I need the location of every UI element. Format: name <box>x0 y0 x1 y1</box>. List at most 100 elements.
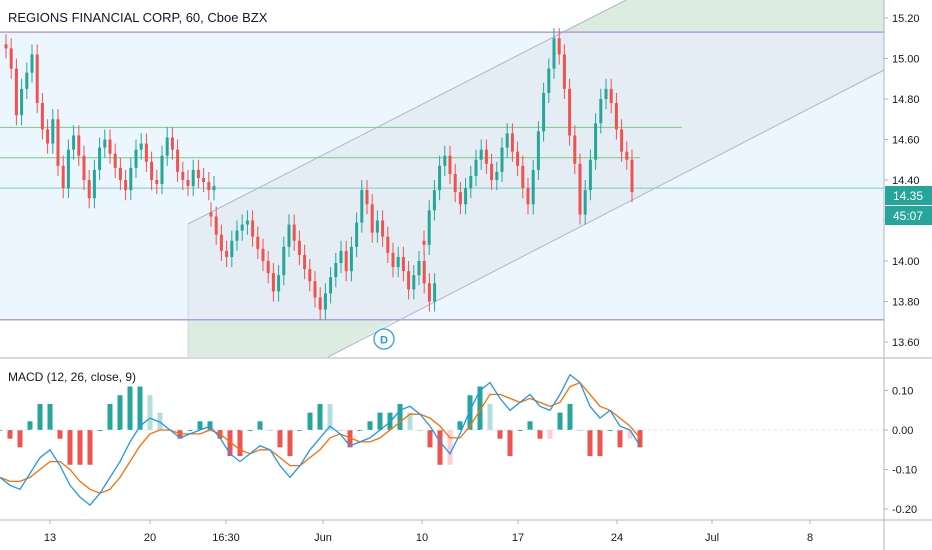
candle-body <box>212 186 216 191</box>
candle-body <box>282 246 286 276</box>
macd-histogram-bar <box>497 430 503 439</box>
price-tick-label: 14.80 <box>892 94 920 106</box>
candle-body <box>20 88 24 116</box>
candle-body <box>599 99 603 124</box>
candle-body <box>562 54 566 89</box>
macd-histogram-bar <box>67 430 73 465</box>
candle-body <box>583 190 587 215</box>
macd-line <box>0 373 641 507</box>
candle-body <box>219 234 223 251</box>
candle-body <box>56 119 60 166</box>
candle-body <box>448 155 452 174</box>
macd-histogram-bar <box>337 430 343 431</box>
candle-body <box>277 275 281 292</box>
macd-pane[interactable] <box>0 373 884 507</box>
macd-histogram-bar <box>97 430 103 431</box>
candle-body <box>4 44 8 49</box>
candle-body <box>165 137 169 156</box>
macd-histogram-bar <box>527 421 533 430</box>
macd-histogram-bar <box>247 430 253 431</box>
candle-body <box>500 147 504 172</box>
candle-body <box>230 240 234 257</box>
candle-body <box>391 252 395 268</box>
candle-body <box>72 135 76 150</box>
price-tick-label: 13.80 <box>892 297 920 309</box>
candle-body <box>256 236 260 249</box>
candle-body <box>625 151 629 160</box>
macd-histogram-bar <box>487 403 493 430</box>
macd-histogram-bar <box>137 386 143 430</box>
macd-histogram-bar <box>327 403 333 430</box>
macd-histogram-bar <box>237 430 243 457</box>
candle-body <box>170 137 174 150</box>
candle-body <box>124 180 128 191</box>
macd-histogram-bar <box>7 430 13 439</box>
time-tick-label: 24 <box>611 532 623 544</box>
candle-body <box>292 224 296 241</box>
macd-histogram-bar <box>317 403 323 430</box>
candle-body <box>191 169 195 187</box>
candle-body <box>620 129 624 152</box>
macd-histogram-bar <box>47 403 53 430</box>
macd-indicator-label: MACD (12, 26, close, 9) <box>8 370 137 384</box>
candle-body <box>139 143 143 150</box>
macd-histogram-bar <box>627 430 633 439</box>
candle-body <box>113 153 117 168</box>
price-pane[interactable]: D <box>0 0 885 358</box>
candle-body <box>14 68 18 116</box>
price-tick-label: 15.00 <box>892 54 920 66</box>
candle-body <box>144 143 148 162</box>
candle-body <box>25 72 29 89</box>
channel-top-accent <box>560 0 884 33</box>
macd-histogram-bar <box>557 412 563 430</box>
macd-histogram-bar <box>637 430 643 448</box>
candle-body <box>313 281 317 298</box>
time-tick-label: 13 <box>44 532 56 544</box>
candle-body <box>176 149 180 172</box>
macd-histogram-bar <box>27 421 33 430</box>
candle-body <box>150 161 154 180</box>
macd-histogram-bar <box>587 430 593 457</box>
candle-body <box>536 131 540 170</box>
macd-histogram-bar <box>77 430 83 465</box>
macd-histogram-bar <box>287 430 293 457</box>
time-tick-label: 16:30 <box>212 532 240 544</box>
candle-body <box>87 180 91 199</box>
candle-body <box>303 254 307 270</box>
candle-body <box>521 165 525 189</box>
candle-body <box>308 269 312 282</box>
candle-body <box>588 159 592 191</box>
dividend-marker-label: D <box>380 335 388 347</box>
macd-histogram-bar <box>577 430 583 431</box>
macd-histogram-bar <box>537 430 543 439</box>
candle-body <box>40 103 44 130</box>
candle-body <box>207 182 211 191</box>
macd-histogram-bar <box>477 386 483 430</box>
time-tick-label: 8 <box>807 532 813 544</box>
candle-body <box>181 171 185 180</box>
candle-body <box>134 149 138 168</box>
candle-body <box>573 135 577 164</box>
candle-body <box>433 283 437 302</box>
candle-body <box>443 155 447 166</box>
candle-body <box>370 204 374 233</box>
candle-body <box>77 135 81 156</box>
candle-body <box>202 177 206 183</box>
macd-tick-label: 0.00 <box>892 425 913 437</box>
candle-body <box>458 192 462 205</box>
candle-body <box>412 275 416 290</box>
candle-body <box>9 48 13 69</box>
dividend-marker <box>373 328 395 350</box>
channel-upper-line <box>187 0 627 225</box>
countdown-tag <box>885 206 932 225</box>
last-price-tag <box>885 186 932 205</box>
candle-body <box>614 103 618 130</box>
candle-body <box>344 250 348 272</box>
macd-histogram-bar <box>597 430 603 457</box>
candle-body <box>214 216 218 235</box>
macd-histogram-bar <box>507 430 513 457</box>
candle-body <box>98 147 102 170</box>
price-tick-label: 14.40 <box>892 175 920 187</box>
candle-body <box>235 230 239 241</box>
